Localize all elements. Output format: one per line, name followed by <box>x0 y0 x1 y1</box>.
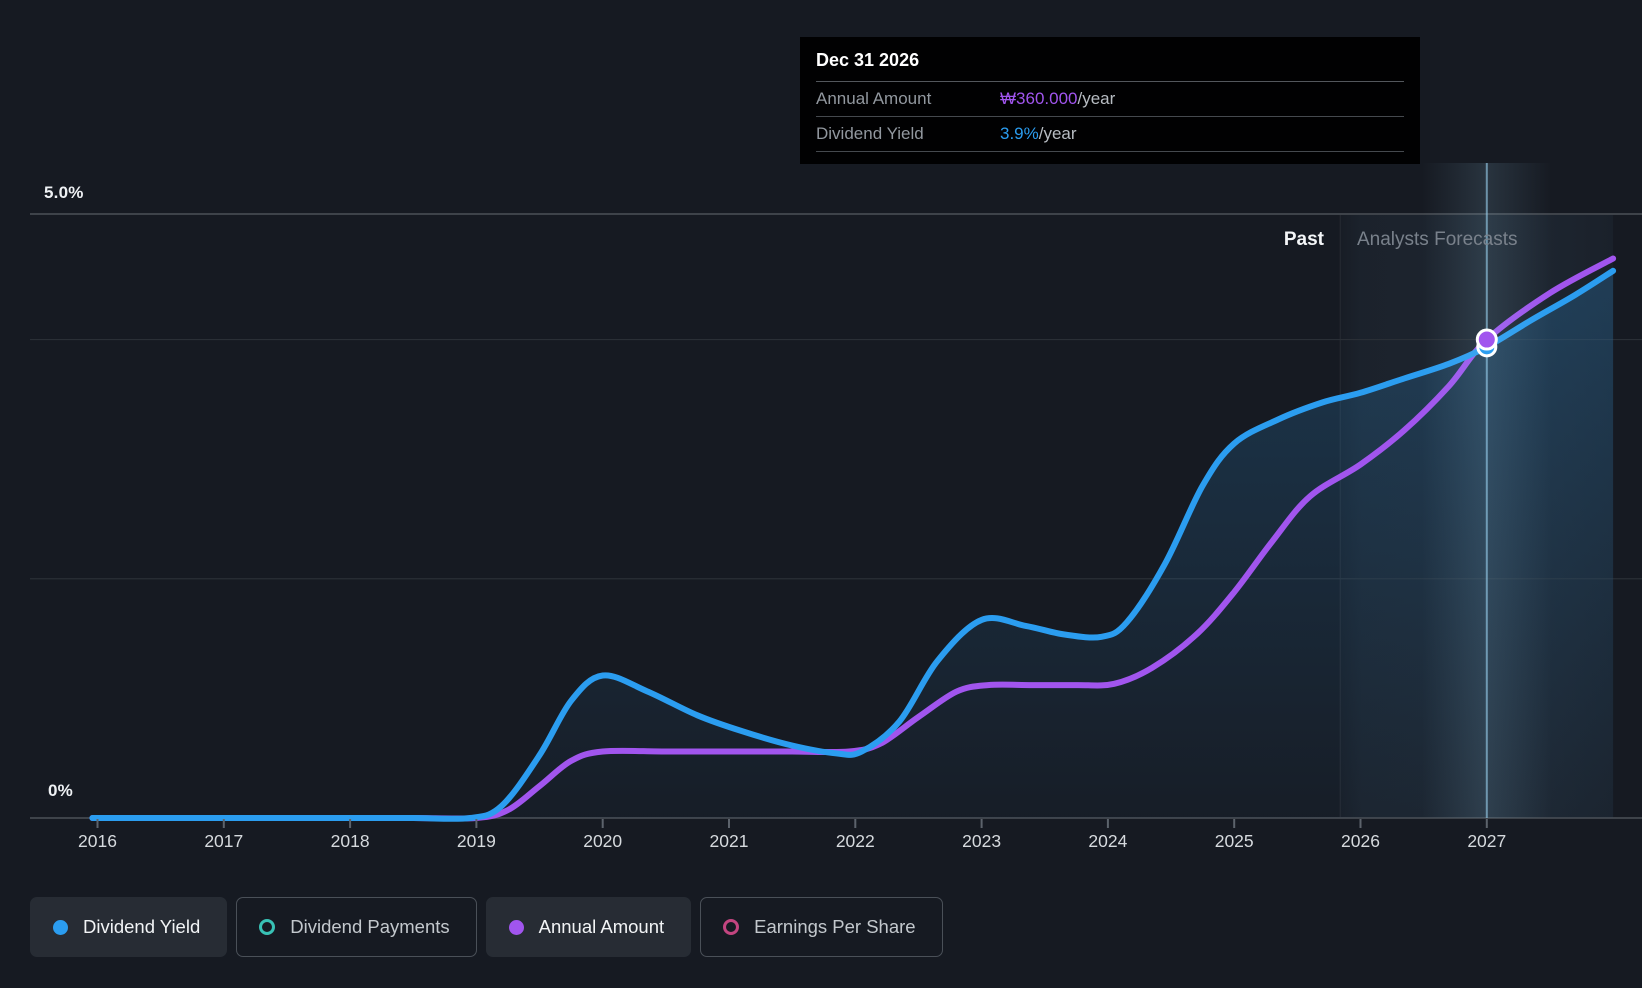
tooltip-label: Annual Amount <box>816 89 932 108</box>
forecast-region-label: Analysts Forecasts <box>1357 229 1518 250</box>
legend-dot-annual-amount <box>508 919 524 935</box>
y-axis-label-bottom: 0% <box>48 781 73 800</box>
series-line-dividend-yield <box>89 267 1617 822</box>
tooltip-label: Dividend Yield <box>816 124 924 143</box>
tooltip-date: Dec 31 2026 <box>816 50 920 70</box>
tooltip-rows: Annual Amount ₩360.000 /year Dividend Yi… <box>816 81 1404 152</box>
tooltip-value: 3.9% <box>1000 124 1039 143</box>
legend-item-earnings-per-share[interactable]: Earnings Per Share <box>700 897 943 957</box>
legend-dot-dividend-payments <box>259 919 276 935</box>
legend-label-earnings-per-share: Earnings Per Share <box>754 916 916 937</box>
chart-tooltip: Dec 31 2026 Annual Amount ₩360.000 /year… <box>800 37 1420 164</box>
tooltip-value: ₩360.000 <box>1000 89 1078 108</box>
x-axis-labels: 2016 2017 2018 2019 2020 2021 2022 2023 2024 2025… <box>0 831 1642 855</box>
x-axis-label-2021: 2021 <box>709 831 749 851</box>
past-region-label: Past <box>1283 229 1324 250</box>
tooltip-suffix: /year <box>1038 124 1077 143</box>
legend-item-dividend-payments[interactable]: Dividend Payments <box>236 897 477 957</box>
legend-label-annual-amount: Annual Amount <box>538 916 665 937</box>
legend-label-dividend-yield: Dividend Yield <box>83 916 201 937</box>
x-axis-label-2018: 2018 <box>330 831 370 851</box>
x-axis-label-2019: 2019 <box>456 831 496 851</box>
marker-annual-amount <box>1475 328 1498 351</box>
legend-item-dividend-yield[interactable]: Dividend Yield <box>30 897 228 957</box>
x-axis-label-2016: 2016 <box>78 831 117 851</box>
x-axis-label-2027: 2027 <box>1467 831 1507 851</box>
area-fill-dividend-yield <box>92 270 1614 819</box>
x-axis-label-2020: 2020 <box>583 831 623 851</box>
x-axis-label-2017: 2017 <box>204 831 244 851</box>
x-axis-label-2025: 2025 <box>1214 831 1254 851</box>
legend-label-dividend-payments: Dividend Payments <box>290 916 450 937</box>
legend-dot-earnings-per-share <box>723 919 740 935</box>
x-axis-label-2023: 2023 <box>962 831 1002 851</box>
x-axis-label-2024: 2024 <box>1088 831 1128 851</box>
x-axis-label-2026: 2026 <box>1341 831 1380 851</box>
legend-dot-dividend-yield <box>53 919 68 935</box>
tooltip-suffix: /year <box>1077 89 1116 108</box>
tooltip-row-dividend-yield: Dividend Yield 3.9% /year <box>816 117 1404 152</box>
tooltip-row-annual-amount: Annual Amount ₩360.000 /year <box>816 82 1404 117</box>
legend-item-annual-amount[interactable]: Annual Amount <box>485 897 692 957</box>
x-axis-label-2022: 2022 <box>835 831 875 851</box>
chart-legend: Dividend Yield Dividend Payments Annual Am… <box>30 897 943 957</box>
y-axis-label-top: 5.0% <box>44 183 84 202</box>
